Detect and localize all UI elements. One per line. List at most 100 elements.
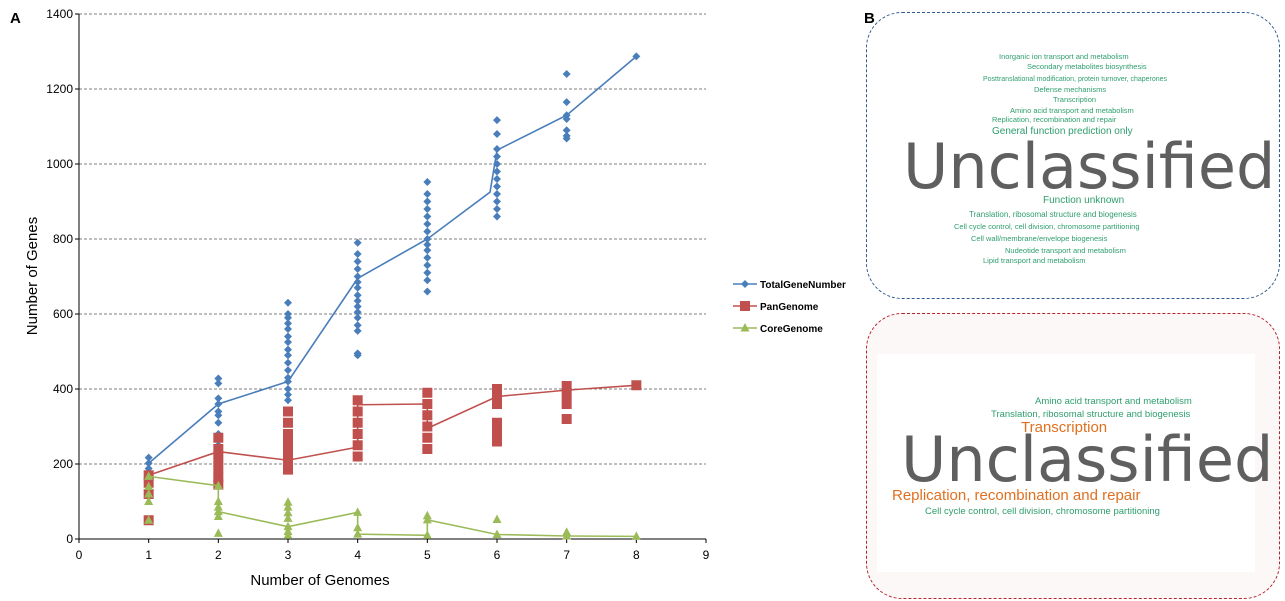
x-tick-label: 5 [424, 548, 431, 562]
data-point-totalgenenumber [353, 313, 362, 322]
wordcloud-1-word: Defense mechanisms [1034, 85, 1107, 94]
data-point-pangenome [352, 395, 363, 406]
data-point-totalgenenumber [562, 70, 571, 78]
data-point-totalgenenumber [353, 278, 362, 287]
data-point-totalgenenumber [423, 276, 432, 285]
data-point-totalgenenumber [423, 178, 432, 186]
wordcloud-1-word: Amino acid transport and metabolism [1010, 106, 1134, 115]
data-point-totalgenenumber [284, 313, 292, 322]
wordcloud-2-word: Transcription [1021, 419, 1108, 436]
wordcloud-1-word: Lipid transport and metabolism [983, 256, 1086, 265]
x-tick-label: 6 [494, 548, 501, 562]
data-point-coregenome [213, 506, 223, 516]
wordcloud-2-word: Translation, ribosomal structure and bio… [991, 409, 1191, 420]
x-tick-label: 4 [354, 548, 361, 562]
series-line-pangenome [148, 384, 637, 477]
legend-marker-coregenome [740, 323, 750, 332]
data-point-totalgenenumber [493, 190, 501, 198]
gene-number-chart: 0 200 400 600 800 1000 1200 1400 0 1 2 3 4 5 6 7 8 9 Tota… [24, 7, 846, 589]
data-point-totalgenenumber [214, 400, 223, 408]
data-point-coregenome [283, 530, 293, 539]
data-point-totalgenenumber [284, 396, 292, 405]
data-point-totalgenenumber [353, 250, 362, 258]
data-point-pangenome [561, 414, 572, 424]
x-tick-label: 2 [215, 548, 222, 562]
x-tick-label: 0 [76, 548, 83, 562]
data-point-pangenome [213, 444, 224, 454]
legend-marker-pangenome [740, 301, 750, 311]
wordcloud-2-word: Cell cycle control, cell division, chrom… [925, 506, 1160, 517]
data-point-pangenome [213, 462, 224, 473]
data-point-totalgenenumber [353, 238, 362, 247]
data-point-coregenome [144, 489, 154, 498]
y-tick-label: 400 [53, 382, 73, 396]
y-tick-label: 600 [53, 307, 73, 321]
data-point-coregenome [213, 502, 223, 511]
data-point-totalgenenumber [353, 296, 362, 305]
data-point-totalgenenumber [214, 379, 223, 388]
data-point-pangenome [352, 417, 363, 428]
data-point-totalgenenumber [423, 287, 432, 296]
data-point-coregenome [213, 496, 223, 505]
data-point-totalgenenumber [284, 338, 292, 347]
series-totalgenenumber [144, 52, 641, 473]
wordcloud-2-big-word: Unclassified [901, 423, 1274, 496]
data-point-totalgenenumber [423, 227, 432, 236]
data-point-totalgenenumber [284, 358, 292, 367]
data-point-totalgenenumber [214, 374, 223, 383]
data-point-totalgenenumber [144, 453, 153, 462]
data-point-totalgenenumber [214, 394, 223, 403]
data-point-totalgenenumber [493, 167, 501, 176]
data-point-totalgenenumber [423, 197, 432, 206]
data-point-totalgenenumber [353, 326, 362, 335]
data-point-pangenome [422, 399, 433, 409]
panel-a-label: A [10, 10, 21, 27]
data-point-totalgenenumber [423, 261, 432, 270]
data-point-totalgenenumber [353, 265, 362, 273]
data-point-totalgenenumber [214, 411, 223, 420]
wordcloud-1-word: Transcription [1053, 95, 1097, 104]
wordcloud-panel-2: Amino acid transport and metabolism Tran… [866, 313, 1280, 599]
series-coregenome [144, 471, 641, 540]
data-point-pangenome [422, 410, 433, 421]
data-point-pangenome [213, 453, 224, 464]
data-point-pangenome [561, 399, 572, 409]
wordcloud-panel-1: Inorganic ion transport and metabolism S… [866, 12, 1280, 299]
data-point-totalgenenumber [493, 175, 501, 183]
data-point-pangenome [283, 438, 293, 449]
wordcloud-1-word: Function unknown [1043, 195, 1125, 206]
data-point-totalgenenumber [423, 220, 432, 228]
data-point-totalgenenumber [632, 52, 641, 61]
data-point-totalgenenumber [493, 130, 501, 138]
data-point-pangenome [422, 444, 433, 454]
data-point-coregenome [283, 513, 293, 522]
data-point-totalgenenumber [353, 351, 362, 360]
wordcloud-1-word: Secondary metabolites biosynthesis [1027, 62, 1147, 71]
legend-label-pangenome: PanGenome [760, 302, 819, 313]
wordcloud-1-word: Nudeotide transport and metabolism [1005, 246, 1126, 255]
data-point-totalgenenumber [284, 345, 292, 354]
data-point-pangenome [283, 417, 293, 428]
data-point-coregenome [631, 531, 641, 540]
data-point-coregenome [492, 529, 502, 538]
y-tick-label: 200 [53, 457, 73, 471]
data-point-pangenome [422, 432, 433, 443]
data-point-pangenome [631, 380, 642, 391]
data-point-pangenome [213, 472, 224, 483]
data-point-totalgenenumber [493, 212, 501, 221]
data-point-pangenome [213, 432, 224, 443]
data-point-totalgenenumber [353, 283, 362, 292]
wordcloud-1-word: General function prediction only [992, 126, 1133, 137]
wordcloud-1-word: Cell cycle control, cell division, chrom… [954, 222, 1140, 231]
data-point-pangenome [352, 451, 363, 462]
data-point-totalgenenumber [493, 205, 501, 213]
data-point-totalgenenumber [353, 291, 362, 300]
data-point-totalgenenumber [353, 272, 362, 281]
y-tick-label: 0 [66, 532, 73, 546]
data-point-coregenome [283, 497, 293, 506]
data-point-coregenome [283, 502, 293, 511]
data-point-totalgenenumber [284, 366, 292, 375]
data-point-coregenome [562, 531, 572, 540]
data-point-pangenome [283, 429, 293, 439]
data-point-coregenome [353, 522, 363, 532]
